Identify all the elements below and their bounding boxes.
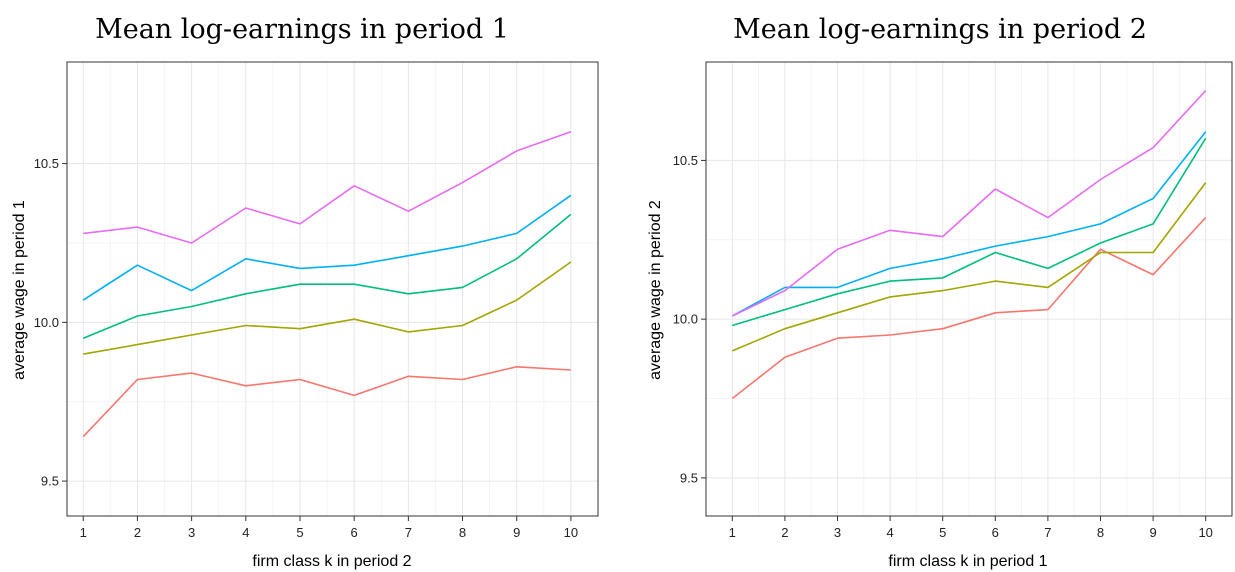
x-tick-label: 5 bbox=[939, 525, 946, 540]
x-tick-label: 6 bbox=[992, 525, 999, 540]
x-axis-label: firm class k in period 1 bbox=[888, 553, 1047, 570]
y-axis-label: average wage in period 1 bbox=[11, 200, 28, 380]
series-line-1 bbox=[731, 217, 1207, 400]
series-line-3 bbox=[82, 213, 572, 339]
x-tick-label: 1 bbox=[80, 525, 87, 540]
plot-area: 1 2 3 4 5 6 7 8 9 10 9.5 10.0 10.5 bbox=[673, 61, 1233, 540]
plot-area: 1 2 3 4 5 6 7 8 9 10 9.5 10.0 10.5 bbox=[34, 61, 599, 540]
x-tick-label: 2 bbox=[781, 525, 788, 540]
x-tick-label: 8 bbox=[459, 525, 466, 540]
series-line-1 bbox=[82, 365, 571, 438]
series-line-3 bbox=[732, 137, 1207, 327]
plot-frame bbox=[705, 61, 1233, 517]
y-tick-label: 10.0 bbox=[673, 312, 698, 327]
y-tick-label: 10.5 bbox=[673, 153, 698, 168]
chart-title: Mean log-earnings in period 2 bbox=[733, 14, 1147, 45]
y-tick-label: 10.5 bbox=[34, 156, 59, 171]
y-axis-label: average wage in period 2 bbox=[647, 200, 664, 380]
series-line-5 bbox=[731, 90, 1207, 317]
x-tick-label: 2 bbox=[134, 525, 141, 540]
x-tick-label: 4 bbox=[886, 525, 893, 540]
x-axis-label: firm class k in period 2 bbox=[252, 553, 411, 570]
y-tick-label: 10.0 bbox=[34, 315, 59, 330]
x-tick-label: 7 bbox=[1044, 525, 1051, 540]
series-line-4 bbox=[82, 194, 572, 301]
x-tick-label: 4 bbox=[242, 525, 249, 540]
x-tick-label: 10 bbox=[564, 525, 578, 540]
x-tick-label: 3 bbox=[188, 525, 195, 540]
series-line-4 bbox=[731, 131, 1207, 317]
series-line-5 bbox=[83, 131, 572, 244]
series-line-2 bbox=[731, 182, 1207, 352]
x-tick-label: 6 bbox=[351, 525, 358, 540]
x-tick-label: 8 bbox=[1097, 525, 1104, 540]
plot-frame bbox=[66, 61, 599, 517]
x-tick-label: 5 bbox=[296, 525, 303, 540]
x-tick-label: 9 bbox=[513, 525, 520, 540]
x-tick-label: 1 bbox=[729, 525, 736, 540]
y-tick-label: 9.5 bbox=[680, 470, 698, 485]
series-line-2 bbox=[83, 261, 572, 355]
x-tick-label: 10 bbox=[1198, 525, 1212, 540]
x-tick-label: 3 bbox=[834, 525, 841, 540]
x-tick-label: 7 bbox=[405, 525, 412, 540]
y-tick-label: 9.5 bbox=[41, 474, 59, 489]
chart-title: Mean log-earnings in period 1 bbox=[95, 14, 509, 45]
x-tick-label: 9 bbox=[1149, 525, 1156, 540]
